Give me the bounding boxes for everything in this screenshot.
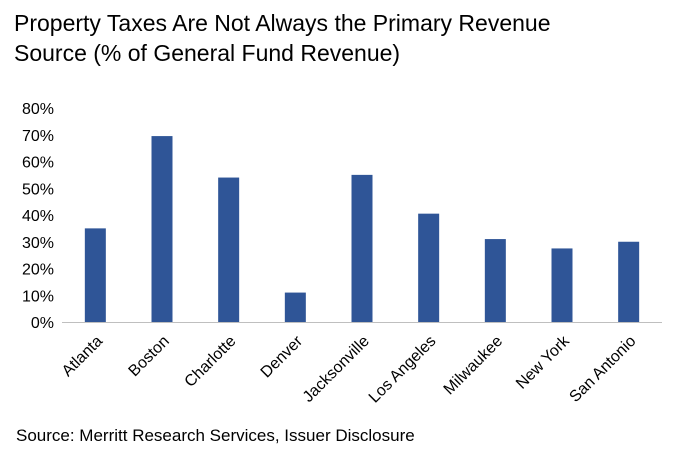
y-tick-label: 60% bbox=[22, 155, 54, 172]
y-tick-label: 80% bbox=[22, 101, 54, 118]
x-tick-label: San Antonio bbox=[566, 333, 639, 406]
chart-title: Property Taxes Are Not Always the Primar… bbox=[14, 8, 654, 68]
bar-charlotte bbox=[218, 177, 240, 322]
bar-jacksonville bbox=[351, 174, 373, 322]
x-tick-label: Milwaukee bbox=[441, 333, 507, 399]
y-tick-label: 50% bbox=[22, 181, 54, 198]
bar-milwaukee bbox=[484, 239, 506, 322]
y-axis: 0% 10% 20% 30% 40% 50% 60% 70% 80% bbox=[22, 101, 54, 332]
x-tick-label: Jacksonville bbox=[300, 333, 373, 406]
y-tick-label: 70% bbox=[22, 128, 54, 145]
x-tick-label: Charlotte bbox=[182, 333, 240, 391]
bar-san-antonio bbox=[618, 241, 640, 322]
y-tick-label: 20% bbox=[22, 262, 54, 279]
bar-atlanta bbox=[84, 228, 106, 322]
bar-boston bbox=[151, 136, 173, 322]
source-note: Source: Merritt Research Services, Issue… bbox=[16, 426, 415, 445]
y-tick-label: 30% bbox=[22, 235, 54, 252]
chart-title-line-2: Source (% of General Fund Revenue) bbox=[14, 40, 401, 66]
bars bbox=[84, 136, 640, 322]
x-tick-label: Boston bbox=[126, 333, 173, 380]
x-tick-label: New York bbox=[513, 332, 574, 393]
y-tick-label: 40% bbox=[22, 208, 54, 225]
x-tick-label: Los Angeles bbox=[366, 333, 440, 407]
y-tick-label: 10% bbox=[22, 288, 54, 305]
y-tick-label: 0% bbox=[31, 315, 54, 332]
bar-los-angeles bbox=[418, 213, 440, 322]
bar-new-york bbox=[551, 248, 573, 322]
bar-denver bbox=[284, 292, 306, 322]
x-tick-label: Atlanta bbox=[59, 333, 106, 380]
chart-title-line-1: Property Taxes Are Not Always the Primar… bbox=[14, 10, 551, 36]
x-axis: Atlanta Boston Charlotte DenverJacksonville… bbox=[59, 332, 640, 406]
x-tick-label: Denver bbox=[258, 332, 307, 381]
